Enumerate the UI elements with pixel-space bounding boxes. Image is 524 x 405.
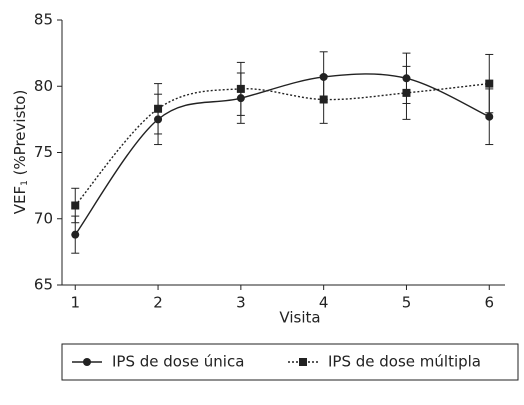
legend-label: IPS de dose múltipla xyxy=(328,353,481,371)
marker xyxy=(402,88,411,97)
marker xyxy=(319,95,328,104)
y-tick-label: 85 xyxy=(34,11,53,29)
y-tick-label: 80 xyxy=(34,77,53,95)
y-tick-label: 75 xyxy=(34,143,53,161)
x-tick-label: 2 xyxy=(153,294,163,312)
y-axis-label: VEF1 (%Previsto) xyxy=(11,90,30,215)
legend-box xyxy=(61,343,519,381)
y-label-sub: 1 xyxy=(20,180,30,186)
x-tick-label: 5 xyxy=(402,294,412,312)
x-tick-label: 3 xyxy=(236,294,246,312)
marker xyxy=(71,201,80,210)
y-label-text: (%Previsto) xyxy=(11,90,29,181)
x-axis-label: Visita xyxy=(279,309,320,327)
marker xyxy=(299,358,307,366)
marker xyxy=(71,230,80,239)
legend-label: IPS de dose única xyxy=(112,353,244,371)
marker xyxy=(154,104,163,113)
y-tick-label: 65 xyxy=(34,276,53,294)
x-tick-label: 6 xyxy=(484,294,494,312)
x-tick-label: 4 xyxy=(319,294,329,312)
y-label-text: VEF xyxy=(11,186,29,214)
marker xyxy=(485,112,494,121)
marker xyxy=(236,84,245,93)
marker xyxy=(83,358,91,366)
y-tick-label: 70 xyxy=(34,209,53,227)
series-line xyxy=(74,73,490,236)
marker xyxy=(485,79,494,88)
series-line xyxy=(74,82,490,206)
x-tick-label: 1 xyxy=(70,294,80,312)
